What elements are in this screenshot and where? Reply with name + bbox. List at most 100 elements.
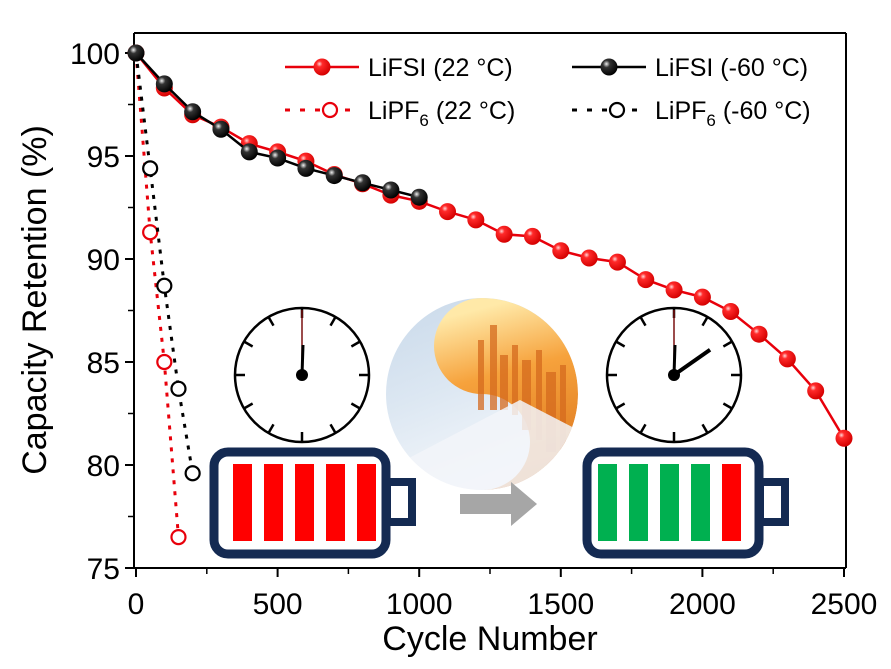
data-point [240, 143, 258, 161]
data-point [608, 253, 626, 271]
data-point [156, 277, 173, 294]
legend-item: LiPF6 (-60 °C) [572, 97, 811, 130]
inset-illustration [209, 298, 789, 559]
clock-tick [615, 340, 626, 348]
y-axis-ticks: 75 80 85 90 95 100 [70, 38, 134, 586]
cold-hot-yin-yang-icon [386, 298, 578, 490]
data-point [580, 249, 598, 267]
battery-after-icon [582, 447, 789, 559]
data-point [722, 303, 740, 321]
data-point [142, 224, 159, 241]
data-point [269, 149, 287, 167]
clock-tick [722, 402, 733, 410]
clock-tick [639, 316, 647, 327]
data-point [127, 44, 145, 62]
data-point [382, 181, 400, 199]
clock-tick [243, 402, 254, 410]
clock-end-icon [605, 306, 743, 444]
battery-before-icon [209, 447, 416, 559]
y-axis-title: Capacity Retention (%) [16, 125, 54, 475]
data-point [807, 382, 825, 400]
data-point [170, 380, 187, 397]
series-lipf6-22-c- [127, 44, 187, 546]
clock-start-icon [233, 306, 371, 444]
data-point [184, 465, 201, 482]
legend-marker [321, 101, 339, 119]
y-tick-label: 100 [70, 38, 120, 71]
data-point [184, 103, 202, 121]
data-point [156, 353, 173, 371]
y-tick-label: 90 [87, 244, 120, 277]
battery-bar [326, 464, 345, 541]
x-axis-ticks: 0 500 1000 1500 2000 2500 [128, 568, 878, 621]
battery-bar [295, 464, 314, 541]
legend-item: LiFSI (22 °C) [285, 54, 513, 82]
data-point [665, 281, 683, 299]
data-point [212, 120, 230, 138]
x-axis-title: Cycle Number [382, 620, 597, 658]
battery-bar [357, 464, 376, 541]
clock-center [668, 369, 680, 381]
series-layer [127, 44, 853, 546]
data-point [523, 227, 541, 245]
x-tick-label: 500 [253, 588, 303, 621]
data-point [142, 160, 159, 177]
y-tick-label: 75 [87, 553, 120, 586]
data-point [410, 188, 428, 206]
y-tick-label: 95 [87, 141, 120, 174]
battery-bar [629, 464, 648, 541]
battery-bar [598, 464, 617, 541]
data-point [693, 288, 711, 306]
legend-item: LiPF6 (22 °C) [285, 97, 515, 130]
clock-tick [267, 316, 275, 327]
clock-hour-hand [672, 348, 712, 377]
legend-marker [600, 58, 618, 76]
battery-bar [660, 464, 679, 541]
clock-tick [701, 423, 709, 434]
data-point [637, 271, 655, 289]
series-line [134, 52, 180, 538]
data-point [750, 325, 768, 343]
data-point [155, 75, 173, 93]
legend-marker [608, 101, 626, 119]
x-tick-label: 1000 [386, 588, 453, 621]
data-point [439, 203, 457, 221]
legend-label: LiFSI (22 °C) [368, 54, 513, 82]
battery-bar [233, 464, 252, 541]
data-point [354, 174, 372, 192]
clock-tick [329, 316, 337, 327]
clock-tick [243, 340, 254, 348]
clock-tick [615, 402, 626, 410]
clock-tick [639, 423, 647, 434]
clock-center [296, 369, 308, 381]
data-point [170, 528, 187, 546]
legend-label: LiPF6 (22 °C) [368, 97, 515, 130]
x-tick-label: 2000 [669, 588, 736, 621]
y-tick-label: 85 [87, 347, 120, 380]
data-point [835, 429, 853, 447]
data-point [297, 159, 315, 177]
clock-tick [350, 340, 361, 348]
data-point [552, 242, 570, 260]
clock-tick [329, 423, 337, 434]
y-tick-label: 80 [87, 450, 120, 483]
right-arrow-icon [460, 482, 537, 526]
clock-tick [701, 316, 709, 327]
series-lifsi-60-c- [127, 44, 428, 206]
legend-item: LiFSI (-60 °C) [572, 54, 808, 82]
x-tick-label: 1500 [527, 588, 594, 621]
legend-marker [313, 58, 331, 76]
legend: LiFSI (22 °C) LiFSI (-60 °C) LiPF6 (22 °C)… [285, 54, 811, 130]
series-line [134, 52, 195, 474]
data-point [467, 211, 485, 229]
x-tick-label: 0 [128, 588, 145, 621]
data-point [778, 350, 796, 368]
battery-bar [722, 464, 741, 541]
battery-bar [264, 464, 283, 541]
x-tick-label: 2500 [811, 588, 878, 621]
clock-tick [350, 402, 361, 410]
legend-label: LiPF6 (-60 °C) [655, 97, 811, 130]
battery-bar [691, 464, 710, 541]
clock-tick [267, 423, 275, 434]
